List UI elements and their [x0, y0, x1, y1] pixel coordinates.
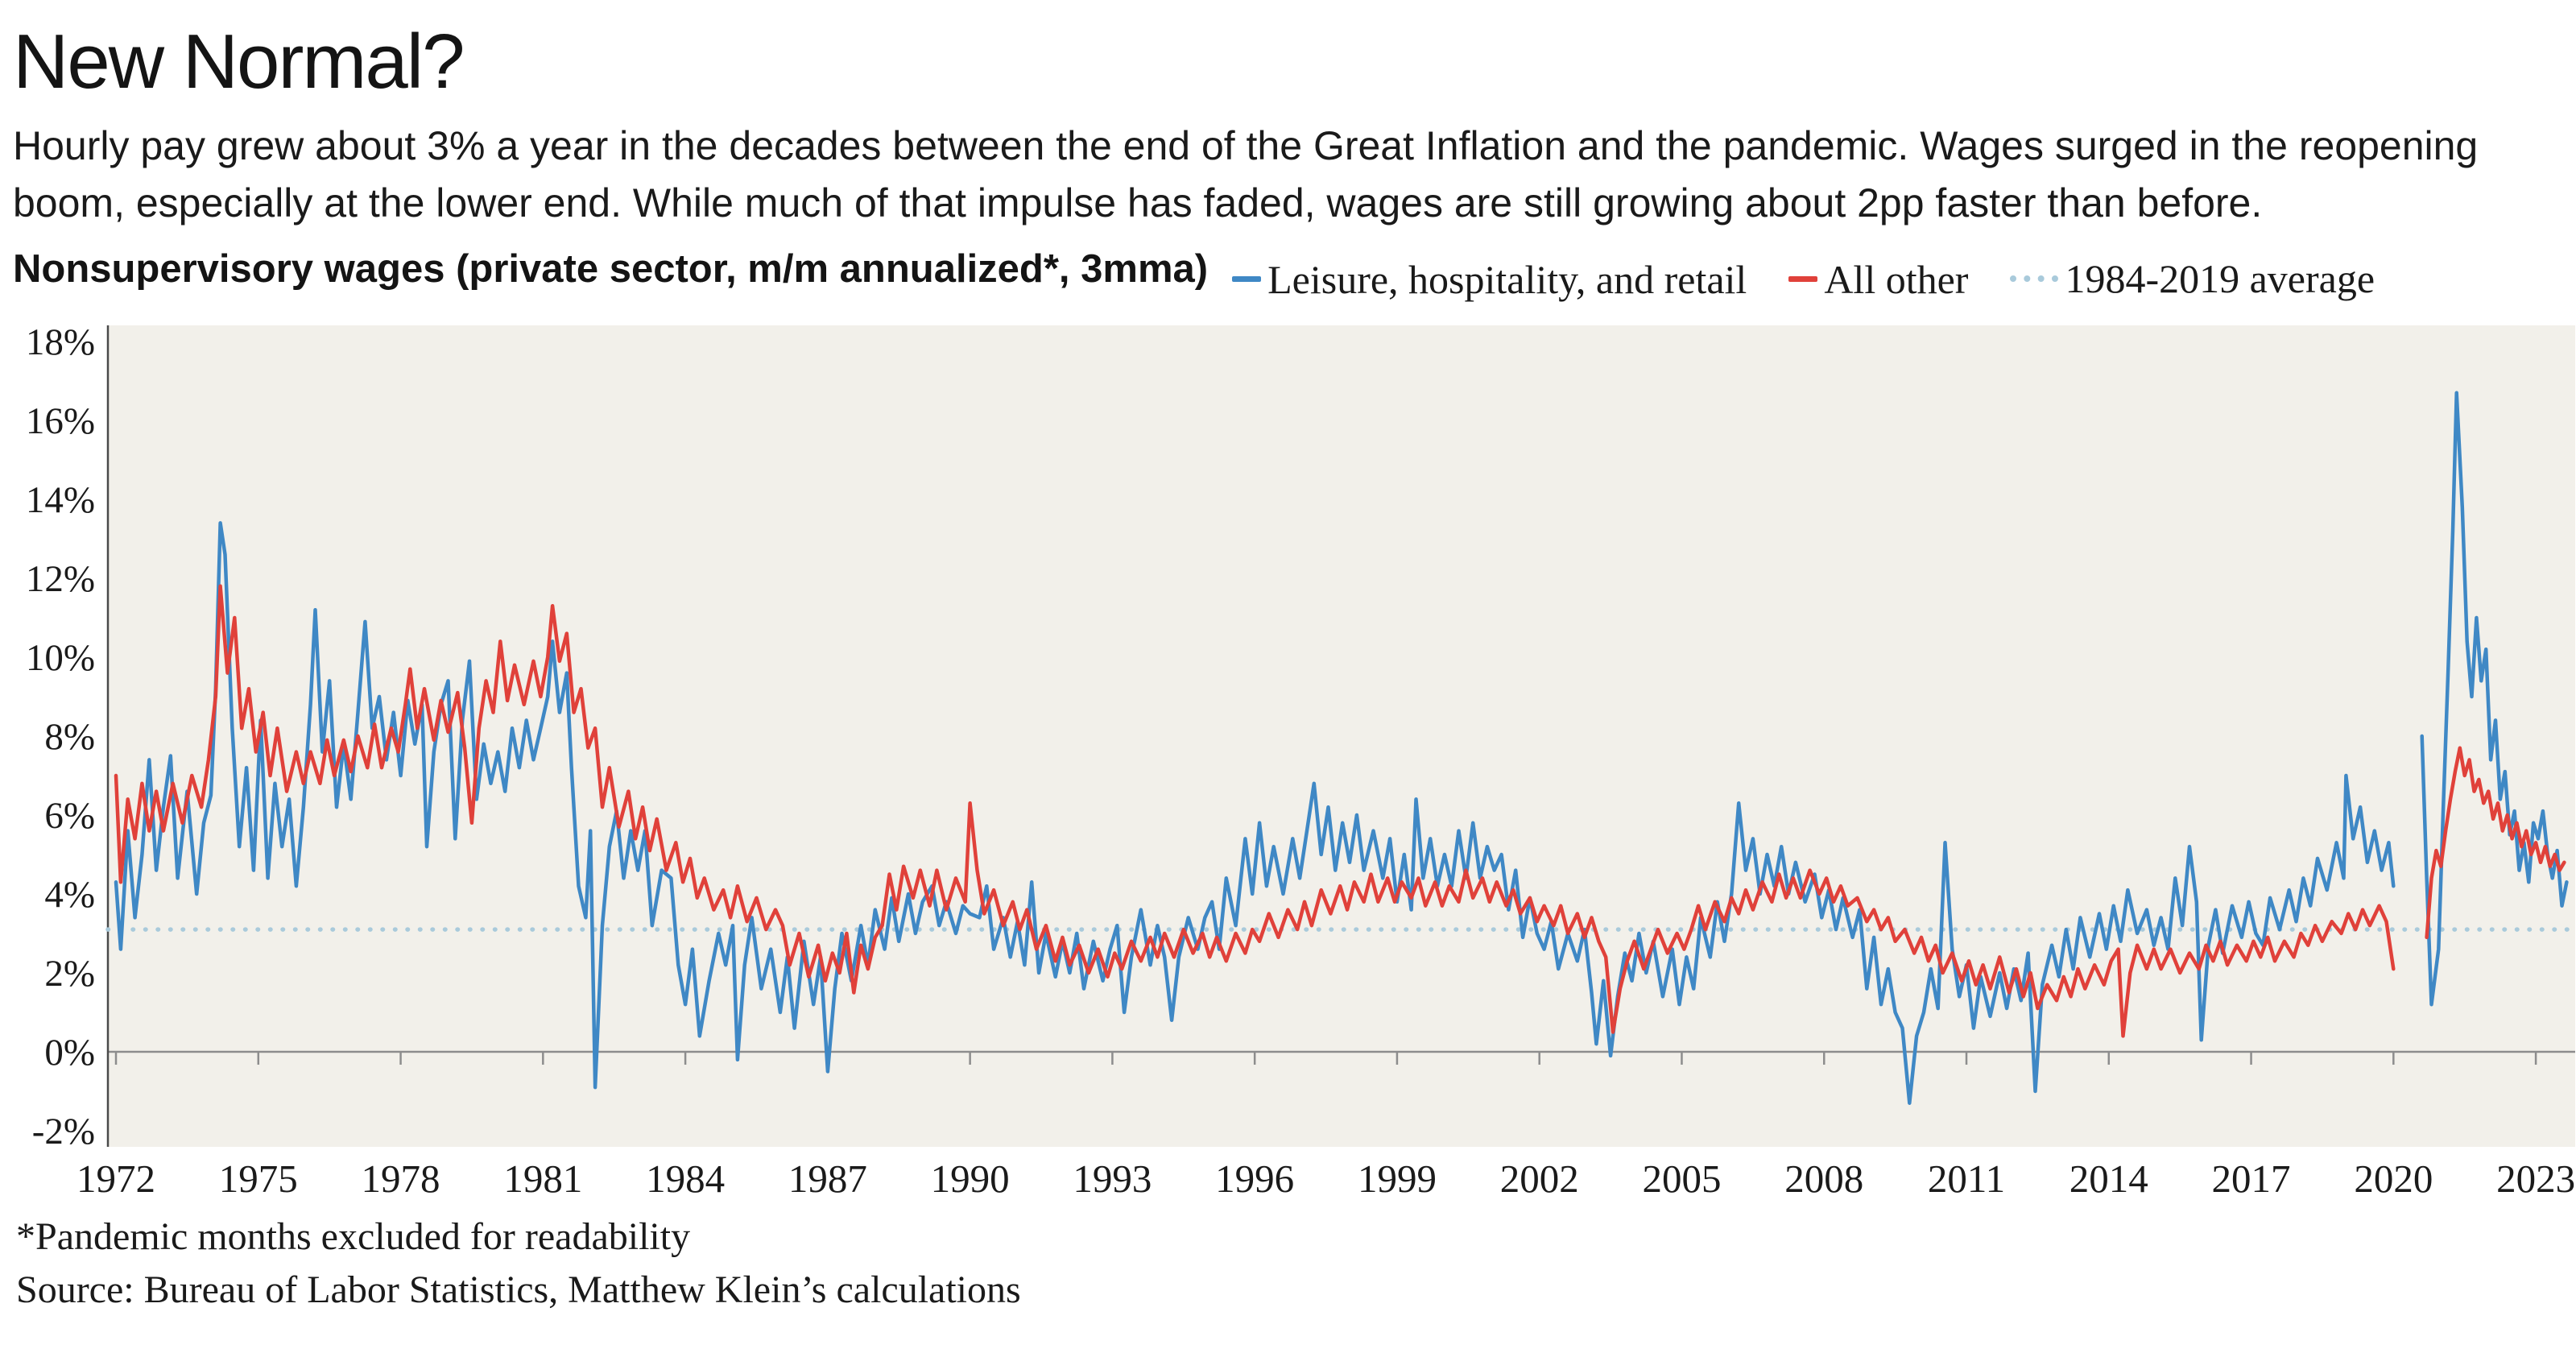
- x-tick-label: 1987: [788, 1156, 867, 1201]
- x-tick-label: 2023: [2496, 1156, 2575, 1201]
- x-tick-label: 1999: [1358, 1156, 1437, 1201]
- x-tick-label: 2017: [2212, 1156, 2291, 1201]
- y-tick-label: 12%: [26, 558, 95, 600]
- legend-item-all-other: All other: [1788, 256, 1968, 303]
- subtitle-legend-row: Nonsupervisory wages (private sector, m/…: [13, 246, 2563, 303]
- chart-subtitle: Nonsupervisory wages (private sector, m/…: [13, 247, 1209, 291]
- legend-item-average: 1984-2019 average: [2010, 255, 2375, 302]
- legend-item-leisure: Leisure, hospitality, and retail: [1232, 256, 1747, 303]
- wage-growth-line-chart: 1972 1975 1978 1981 1984 1987 1990 1993 1996 1999…: [26, 321, 2576, 1201]
- y-tick-label: 14%: [26, 479, 95, 521]
- blue-line-swatch-icon: [1232, 276, 1262, 282]
- y-tick-label: 0%: [44, 1032, 95, 1074]
- x-tick-label: 1990: [931, 1156, 1010, 1201]
- y-tick-label: 8%: [44, 716, 95, 758]
- x-tick-label: 2008: [1784, 1156, 1863, 1201]
- x-tick-label: 1972: [76, 1156, 155, 1201]
- series-line-all-other: [114, 584, 2566, 1038]
- y-tick-label: 6%: [44, 795, 95, 837]
- legend-label-all-other: All other: [1824, 256, 1969, 302]
- x-tick-label: 2020: [2354, 1156, 2433, 1201]
- footnote-pandemic: *Pandemic months excluded for readabilit…: [16, 1214, 691, 1258]
- red-line-swatch-icon: [1788, 276, 1818, 282]
- x-tick-label: 1993: [1073, 1156, 1152, 1201]
- y-tick-label: 18%: [26, 321, 95, 363]
- x-tick-label: 1981: [503, 1156, 582, 1201]
- x-tick-label: 1984: [646, 1156, 725, 1201]
- y-tick-label: 10%: [26, 637, 95, 679]
- x-tick-label: 2011: [1928, 1156, 2005, 1201]
- x-tick-label: 2002: [1500, 1156, 1579, 1201]
- legend-label-average: 1984-2019 average: [2065, 256, 2375, 301]
- x-tick-label: 1996: [1215, 1156, 1294, 1201]
- chart-description: Hourly pay grew about 3% a year in the d…: [13, 123, 2479, 226]
- page-title: New Normal?: [13, 19, 465, 105]
- y-tick-label: -2%: [32, 1111, 95, 1152]
- y-tick-label: 4%: [44, 874, 95, 916]
- legend-label-leisure: Leisure, hospitality, and retail: [1267, 256, 1747, 302]
- x-tick-label: 2014: [2069, 1156, 2148, 1201]
- dotted-line-swatch-icon: [2010, 275, 2059, 282]
- y-tick-label: 16%: [26, 400, 95, 442]
- plot-background: [108, 325, 2575, 1147]
- footnote-source: Source: Bureau of Labor Statistics, Matt…: [16, 1268, 1021, 1312]
- chart-legend: Leisure, hospitality, and retail All oth…: [1232, 255, 2375, 303]
- y-tick-label: 2%: [44, 953, 95, 995]
- x-tick-label: 1975: [219, 1156, 298, 1201]
- x-tick-label: 2005: [1642, 1156, 1721, 1201]
- x-tick-label: 1978: [362, 1156, 440, 1201]
